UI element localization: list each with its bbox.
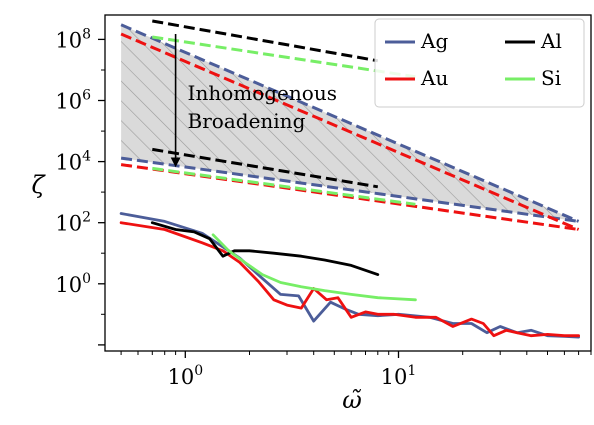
y-tick-label: 106 <box>55 88 91 114</box>
al-series-line <box>150 221 380 276</box>
series-layer <box>119 212 580 339</box>
y-tick-label: 100 <box>55 271 91 297</box>
annotation-layer: Inhomogenous Broadening <box>170 34 337 168</box>
y-tick-label: 108 <box>55 26 91 52</box>
legend-label-ag: Ag <box>420 29 448 53</box>
legend-label-au: Au <box>420 66 448 90</box>
ag-upper-limit-line <box>120 23 580 223</box>
ag-series-line <box>119 212 580 339</box>
si-upper-limit-line <box>152 35 416 79</box>
au-upper-limit-line <box>120 32 580 231</box>
y-tick-label: 102 <box>55 210 91 236</box>
si-lower-limit-line <box>152 166 416 206</box>
au-series-line <box>119 221 580 338</box>
x-axis-label: ω̃ <box>342 386 362 414</box>
al-lower-limit-line <box>152 147 379 189</box>
au-lower-limit-line <box>120 163 579 231</box>
ag-lower-limit-line <box>120 156 579 223</box>
limit-lines-layer <box>120 19 580 231</box>
legend-label-al: Al <box>540 29 562 53</box>
annotation-text: Broadening <box>188 109 306 133</box>
legend-entries: Ag Au Al Si <box>385 29 562 90</box>
legend-label-si: Si <box>541 66 561 90</box>
x-axis: 100 101 <box>120 351 592 389</box>
legend: Ag Au Al Si <box>374 18 585 108</box>
plot-frame <box>104 14 592 352</box>
y-axis-label: ζ <box>31 171 46 199</box>
x-tick-label: 101 <box>381 363 417 389</box>
plot-area: Inhomogenous Broadening <box>104 14 592 352</box>
annotation-text: Inhomogenous <box>188 81 337 105</box>
x-tick-label: 100 <box>167 363 203 389</box>
al-upper-limit-line <box>152 19 379 63</box>
y-tick-label: 104 <box>55 149 91 175</box>
y-axis: 100 102 104 106 108 <box>55 26 105 346</box>
si-series-line <box>211 233 417 302</box>
